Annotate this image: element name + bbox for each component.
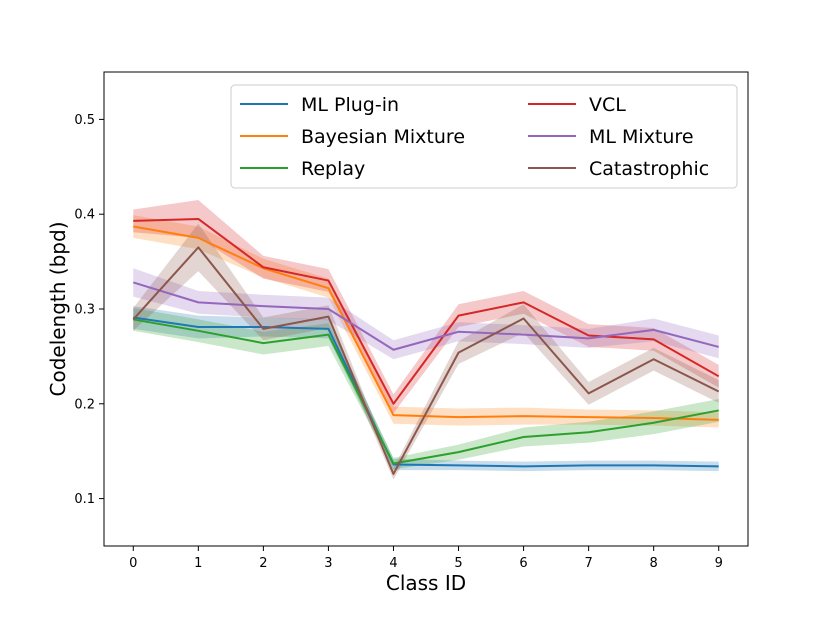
catastrophic-line xyxy=(132,246,720,475)
ml-mixture-line xyxy=(132,281,719,351)
x-tick-label: 7 xyxy=(584,556,592,571)
legend-label-vcl: VCL xyxy=(589,94,626,116)
y-tick-label: 0.3 xyxy=(74,303,95,318)
x-axis-ticks: 0 1 2 3 4 5 6 7 8 9 xyxy=(129,546,723,571)
y-tick-label: 0.2 xyxy=(74,397,95,412)
bayesian-mixture-line xyxy=(133,225,719,421)
legend-label-bayesian-mixture: Bayesian Mixture xyxy=(301,126,465,148)
legend-label-ml-mixture: ML Mixture xyxy=(589,126,694,148)
y-tick-label: 0.1 xyxy=(74,492,95,507)
ml-plug-in-band xyxy=(133,306,719,472)
x-tick-label: 6 xyxy=(519,556,527,571)
x-tick-label: 0 xyxy=(129,556,137,571)
bayesian-mixture-band xyxy=(133,215,719,428)
legend-label-catastrophic: Catastrophic xyxy=(589,158,709,180)
vcl-band xyxy=(133,199,719,414)
legend: ML Plug-in Bayesian Mixture Replay VCL ML Mi… xyxy=(230,84,738,189)
x-tick-label: 8 xyxy=(650,556,658,571)
y-axis-label: Codelength (bpd) xyxy=(46,222,70,397)
x-tick-label: 4 xyxy=(389,556,397,571)
legend-box xyxy=(230,84,738,189)
legend-label-replay: Replay xyxy=(301,158,365,180)
x-axis-label: Class ID xyxy=(386,571,466,595)
y-tick-label: 0.5 xyxy=(74,113,95,128)
legend-label-ml-plug-in: ML Plug-in xyxy=(301,94,399,116)
x-tick-label: 3 xyxy=(324,556,332,571)
x-tick-label: 2 xyxy=(259,556,267,571)
replay-line xyxy=(133,318,719,465)
ml-plug-in-line xyxy=(133,316,719,468)
vcl-line xyxy=(133,217,720,405)
catastrophic-band xyxy=(133,223,719,480)
x-tick-label: 1 xyxy=(194,556,202,571)
y-tick-label: 0.4 xyxy=(74,208,95,223)
series-lines xyxy=(132,217,720,475)
y-axis-ticks: 0.1 0.2 0.3 0.4 0.5 xyxy=(74,113,104,507)
x-tick-label: 9 xyxy=(715,556,723,571)
x-tick-label: 5 xyxy=(454,556,462,571)
replay-band xyxy=(133,308,719,470)
